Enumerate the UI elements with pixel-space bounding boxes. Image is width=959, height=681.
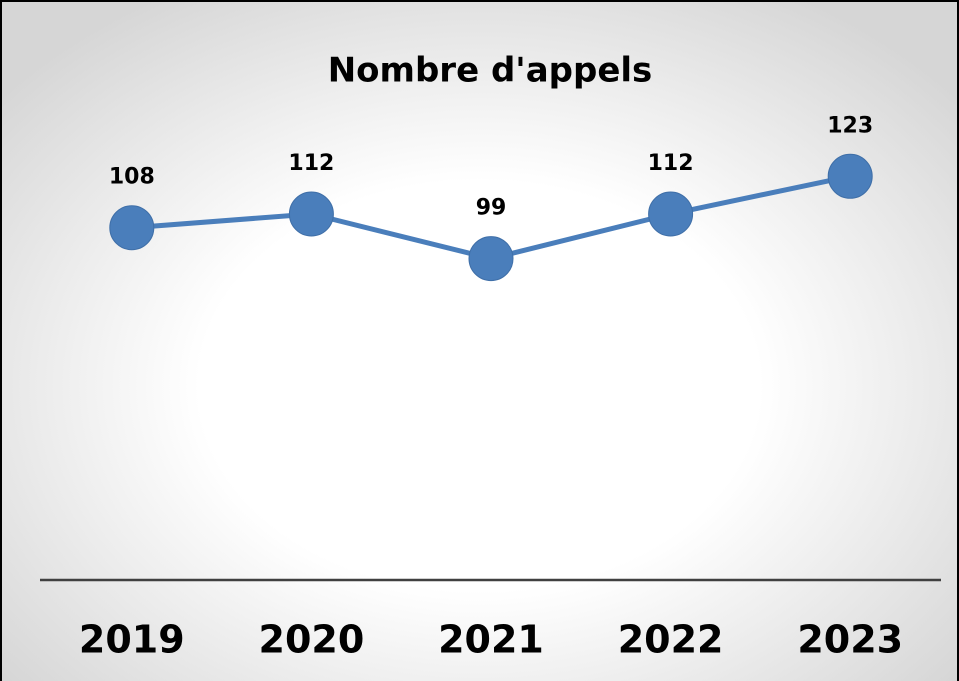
marker — [288, 191, 334, 237]
x-tick-label: 2022 — [618, 618, 724, 662]
x-tick-label: 2021 — [438, 618, 544, 662]
data-label: 112 — [288, 151, 334, 176]
x-tick-label: 2019 — [79, 618, 185, 662]
marker — [827, 153, 873, 199]
data-label: 123 — [827, 113, 873, 138]
marker — [468, 236, 514, 282]
data-label: 99 — [476, 196, 507, 221]
marker — [648, 191, 694, 237]
chart-title: Nombre d'appels — [328, 51, 653, 91]
x-tick-label: 2020 — [259, 618, 365, 662]
data-label: 112 — [648, 151, 694, 176]
data-label: 108 — [109, 165, 155, 190]
marker — [109, 205, 155, 251]
x-tick-label: 2023 — [797, 618, 903, 662]
